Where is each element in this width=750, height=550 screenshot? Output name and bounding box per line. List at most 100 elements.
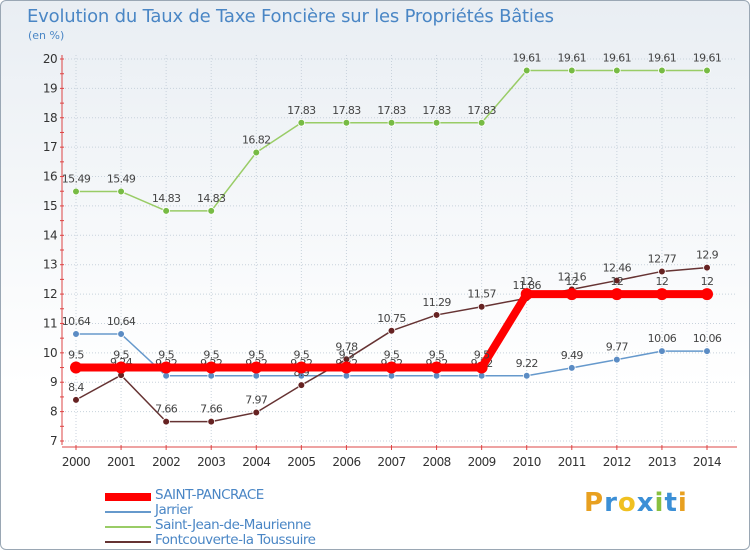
x-tick-label: 2014 (693, 455, 721, 469)
data-label: 7.66 (155, 403, 178, 416)
data-point (477, 302, 486, 311)
data-label: 19.61 (693, 51, 722, 64)
data-label: 12 (701, 275, 714, 288)
data-point (701, 288, 713, 301)
data-point (613, 276, 621, 285)
logo-letter: r (604, 488, 618, 518)
data-point (658, 267, 666, 276)
x-tick-label: 2002 (152, 455, 180, 469)
legend-label: Jarrier (155, 502, 193, 518)
data-label: 10.64 (107, 315, 136, 328)
data-label: 17.83 (287, 104, 316, 117)
data-point (252, 408, 261, 417)
data-label: 14.83 (152, 192, 181, 205)
y-tick-label: 7 (50, 434, 57, 448)
data-label: 10.06 (693, 332, 722, 345)
data-label: 9.5 (339, 349, 355, 362)
legend-label: SAINT-PANCRACE (155, 487, 264, 503)
data-point (295, 361, 308, 374)
data-label: 9.5 (248, 349, 264, 362)
legend-swatch (105, 493, 151, 501)
y-tick-label: 19 (43, 81, 57, 95)
data-label: 9.5 (158, 349, 174, 362)
logo-letter: i (677, 488, 688, 518)
data-point (207, 207, 216, 215)
x-tick-label: 2000 (62, 455, 90, 469)
x-tick-label: 2008 (423, 455, 451, 469)
x-tick-label: 2001 (107, 455, 135, 469)
x-tick-label: 2003 (197, 455, 225, 469)
data-point (610, 288, 623, 301)
y-tick-label: 13 (43, 258, 57, 272)
data-label: 16.82 (242, 133, 271, 146)
data-point (658, 66, 666, 75)
data-point (72, 187, 80, 196)
y-tick-label: 16 (43, 170, 57, 184)
data-label: 7.97 (245, 393, 268, 406)
data-label: 19.61 (603, 51, 632, 64)
legend-swatch (105, 526, 151, 528)
data-point (72, 330, 80, 338)
legend-label: Saint-Jean-de-Maurienne (155, 517, 311, 533)
x-tick-label: 2010 (513, 455, 541, 469)
legend-swatch (105, 511, 151, 513)
data-point (522, 371, 531, 380)
data-point (117, 330, 125, 338)
data-point (432, 311, 441, 319)
y-tick-label: 15 (43, 199, 57, 213)
x-tick-label: 2012 (603, 455, 631, 469)
y-tick-label: 20 (43, 52, 57, 66)
data-label: 15.49 (107, 173, 136, 186)
x-tick-label: 2005 (287, 455, 315, 469)
data-point (477, 118, 486, 127)
x-tick-label: 2009 (468, 455, 496, 469)
data-label: 19.61 (512, 51, 541, 64)
data-label: 7.66 (200, 403, 223, 416)
data-label: 9.77 (606, 341, 629, 354)
x-tick-label: 2006 (332, 455, 360, 469)
data-label: 17.83 (332, 104, 361, 117)
data-point (162, 207, 170, 215)
data-point (703, 66, 711, 75)
data-point (703, 263, 711, 272)
data-label: 12 (610, 275, 623, 288)
logo-letter: P (584, 488, 605, 518)
data-point (565, 288, 578, 301)
data-point (520, 288, 533, 301)
data-point (162, 417, 170, 426)
data-point (385, 361, 398, 374)
logo-letter: x (636, 488, 655, 518)
data-point (250, 361, 263, 374)
data-label: 15.49 (62, 173, 91, 186)
data-label: 12 (565, 275, 578, 288)
data-label: 12.77 (648, 252, 677, 265)
data-point (387, 327, 396, 335)
data-label: 12 (520, 275, 533, 288)
data-point (297, 118, 306, 127)
data-label: 9.5 (384, 349, 400, 362)
logo-letter: t (664, 488, 678, 518)
data-point (342, 118, 351, 127)
y-tick-label: 17 (43, 140, 57, 154)
data-label: 8.4 (68, 381, 84, 394)
data-label: 10.75 (377, 312, 406, 325)
data-point (703, 347, 711, 355)
data-label: 14.83 (197, 192, 226, 205)
data-point (70, 361, 82, 374)
data-point (117, 187, 125, 196)
data-point (207, 417, 216, 426)
data-point (475, 361, 488, 374)
x-tick-label: 2013 (648, 455, 676, 469)
data-point (432, 118, 441, 127)
data-label: 12.16 (558, 270, 587, 283)
chart-title: Evolution du Taux de Taxe Foncière sur l… (27, 6, 554, 27)
data-label: 9.5 (113, 349, 129, 362)
data-label: 17.83 (422, 104, 451, 117)
y-tick-label: 18 (43, 111, 57, 125)
data-label: 17.83 (377, 104, 406, 117)
data-label: 11.86 (512, 279, 541, 292)
data-point (655, 288, 668, 301)
data-label: 19.61 (558, 51, 587, 64)
data-label: 17.83 (467, 104, 496, 117)
